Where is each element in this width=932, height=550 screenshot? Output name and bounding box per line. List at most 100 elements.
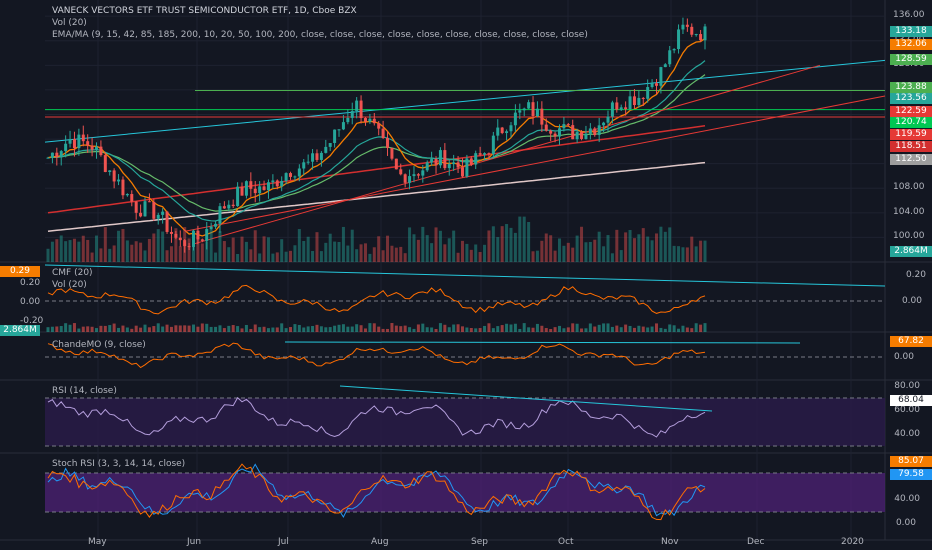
cmf-volume-bar xyxy=(363,328,367,332)
cmf-vol-tag: 2.864M xyxy=(0,325,40,336)
cmf-volume-bar xyxy=(654,323,658,332)
volume-bar xyxy=(346,245,350,262)
volume-bar xyxy=(478,252,482,262)
volume-bar xyxy=(196,236,200,262)
candle-body xyxy=(341,122,345,130)
volume-bar xyxy=(86,239,90,262)
candle-body xyxy=(333,129,337,144)
candle-body xyxy=(350,111,354,118)
volume-bar xyxy=(377,236,381,262)
volume-bar xyxy=(412,234,416,262)
cmf-volume-bar xyxy=(319,326,323,332)
cmf-volume-bar xyxy=(64,323,68,332)
cmf-volume-bar xyxy=(430,327,434,332)
cmf-volume-bar xyxy=(86,326,90,332)
volume-bar xyxy=(624,232,628,262)
chande-trendline xyxy=(284,341,801,344)
price-tag: 133.18 xyxy=(890,26,932,37)
candle-body xyxy=(249,181,253,189)
trendline-red-lower xyxy=(184,95,886,232)
candle-body xyxy=(421,170,425,176)
cmf-volume-bar xyxy=(522,323,526,332)
volume-bar xyxy=(540,240,544,262)
cmf-volume-bar xyxy=(355,324,359,332)
volume-bar xyxy=(258,253,262,262)
candle-body xyxy=(121,179,125,196)
cmf-volume-bar xyxy=(165,324,169,332)
volume-bar xyxy=(690,236,694,262)
cmf-volume-bar xyxy=(231,325,235,332)
volume-bar xyxy=(169,246,173,262)
volume-bar xyxy=(703,240,707,262)
candle-body xyxy=(377,123,381,129)
cmf-volume-bar xyxy=(315,324,319,332)
cmf-volume-bar xyxy=(425,327,429,332)
candle-body xyxy=(438,150,442,166)
cmf-volume-bar xyxy=(447,327,451,332)
volume-bar xyxy=(474,244,478,262)
cmf-volume-bar xyxy=(615,325,619,332)
volume-bar xyxy=(606,235,610,262)
cmf-volume-bar xyxy=(637,325,641,332)
cmf-volume-bar xyxy=(183,325,187,332)
candle-body xyxy=(381,128,385,139)
candle-body xyxy=(496,127,500,136)
cmf-volume-bar xyxy=(333,325,337,332)
volume-bar xyxy=(549,235,553,262)
candle-body xyxy=(147,201,151,203)
rsi-trendline xyxy=(339,385,713,412)
cmf-volume-bar xyxy=(372,323,376,332)
trendline-cyan xyxy=(44,59,886,143)
candle-body xyxy=(117,179,121,182)
cmf-volume-bar xyxy=(112,323,116,332)
cmf-volume-bar xyxy=(509,324,513,332)
candle-body xyxy=(663,64,667,68)
rsi-tag: 68.04 xyxy=(890,395,932,406)
price-tag: 132.06 xyxy=(890,39,932,50)
candle-body xyxy=(699,34,703,41)
cmf-volume-bar xyxy=(602,323,606,332)
time-tick: 2020 xyxy=(841,537,864,547)
price-tag: 120.74 xyxy=(890,117,932,128)
volume-bar xyxy=(588,241,592,262)
candle-body xyxy=(434,159,438,166)
candle-body xyxy=(593,128,597,136)
cmf-volume-bar xyxy=(324,327,328,332)
candle-body xyxy=(685,24,689,27)
candle-body xyxy=(200,239,204,241)
candle-body xyxy=(178,237,182,241)
cmf-volume-bar xyxy=(95,328,99,332)
cmf-volume-bar xyxy=(196,326,200,332)
volume-bar xyxy=(271,253,275,262)
volume-bar xyxy=(535,250,539,262)
candle-body xyxy=(575,132,579,140)
candle-body xyxy=(672,49,676,51)
cmf-volume-bar xyxy=(311,326,315,332)
volume-bar xyxy=(121,228,125,262)
cmf-volume-bar xyxy=(487,323,491,332)
cmf-vol-legend: Vol (20) xyxy=(52,280,87,290)
volume-bar xyxy=(421,226,425,262)
ema-42-line xyxy=(47,74,706,212)
candle-body xyxy=(513,112,517,126)
chande-legend: ChandeMO (9, close) xyxy=(52,340,146,350)
candle-body xyxy=(615,102,619,110)
volume-bar xyxy=(236,253,240,262)
cmf-volume-bar xyxy=(628,325,632,332)
cmf-volume-bar xyxy=(244,324,248,332)
volume-bar xyxy=(253,230,257,262)
cmf-volume-bar xyxy=(302,327,306,332)
candle-body xyxy=(416,174,420,176)
candle-body xyxy=(319,152,323,160)
trendline-red-rising xyxy=(194,64,821,245)
price-tag: 123.56 xyxy=(890,93,932,104)
cmf-volume-bar xyxy=(249,328,253,332)
cmf-volume-bar xyxy=(275,327,279,332)
stoch-band xyxy=(45,473,885,512)
volume-bar xyxy=(699,240,703,262)
volume-bar xyxy=(68,240,72,262)
candle-body xyxy=(271,180,275,183)
candle-body xyxy=(580,132,584,139)
cmf-volume-bar xyxy=(271,327,275,332)
